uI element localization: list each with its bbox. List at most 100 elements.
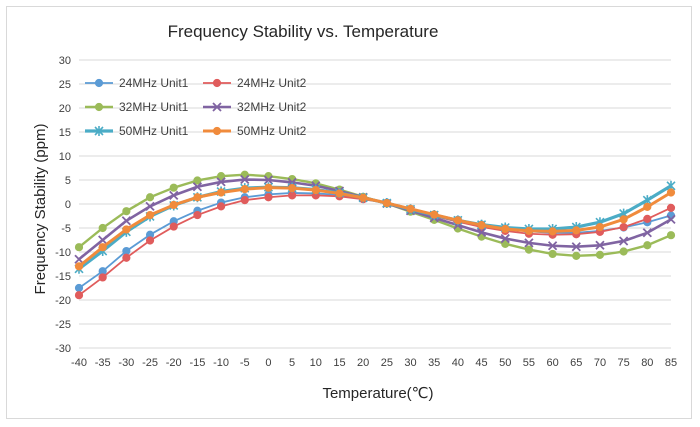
data-point	[216, 188, 226, 197]
legend-item: 24MHz Unit1	[85, 76, 189, 90]
y-tick-label: 0	[65, 199, 71, 211]
data-point	[94, 126, 104, 136]
data-point	[666, 188, 676, 197]
data-point	[145, 193, 155, 202]
series-50mhz-unit1	[74, 180, 676, 274]
x-tick-label: -25	[142, 357, 158, 369]
data-point	[98, 223, 107, 233]
y-tick-labels: 30 25 20 15 10 5 0 -5 -10 -15 -20 -25 -30	[55, 55, 71, 355]
y-tick-label: -15	[55, 271, 71, 283]
data-point	[122, 207, 131, 216]
series-line	[78, 173, 672, 258]
data-point	[288, 191, 297, 200]
data-point	[572, 251, 581, 260]
x-tick-label: -20	[166, 357, 182, 369]
legend-item: 50MHz Unit1	[85, 124, 189, 138]
legend-item: 32MHz Unit2	[203, 100, 307, 114]
x-tick-label: -15	[189, 357, 205, 369]
x-tick-label: 50	[499, 357, 511, 369]
legend-label: 24MHz Unit2	[237, 76, 307, 90]
y-tick-label: 30	[59, 55, 71, 67]
data-point	[595, 240, 605, 250]
y-tick-label: -30	[55, 343, 71, 355]
data-point	[500, 233, 510, 244]
x-tick-label: 60	[546, 357, 558, 369]
y-tick-label: 10	[59, 151, 71, 163]
y-tick-label: 25	[59, 79, 71, 91]
data-point	[666, 203, 676, 212]
legend-item: 50MHz Unit2	[203, 124, 307, 138]
legend-label: 32MHz Unit1	[119, 100, 189, 114]
data-point	[666, 214, 676, 224]
data-point	[122, 246, 131, 256]
data-point	[501, 239, 510, 248]
chart-title: Frequency Stability vs. Temperature	[168, 22, 439, 41]
data-point	[74, 243, 84, 252]
data-point	[619, 215, 628, 224]
series-32mhz-unit2	[74, 174, 676, 264]
legend-label: 32MHz Unit2	[237, 100, 307, 114]
data-point	[477, 221, 486, 230]
x-tick-label: 10	[310, 357, 322, 369]
x-tick-label: 75	[618, 357, 630, 369]
x-tick-label: 45	[475, 357, 487, 369]
legend-label: 24MHz Unit1	[119, 76, 189, 90]
data-point	[169, 190, 179, 200]
x-axis-title: Temperature(℃)	[322, 385, 433, 402]
data-point	[524, 226, 534, 235]
data-point	[642, 228, 652, 238]
data-point	[145, 201, 155, 212]
data-point	[359, 193, 368, 202]
data-point	[94, 78, 104, 88]
data-point	[311, 185, 320, 195]
data-point	[169, 200, 178, 210]
x-tick-label: 80	[641, 357, 653, 369]
data-point	[94, 102, 104, 112]
data-point	[145, 210, 155, 220]
y-tick-label: 20	[59, 103, 71, 115]
data-point	[571, 242, 581, 252]
data-point	[74, 262, 84, 271]
data-point	[212, 102, 222, 112]
x-tick-label: -5	[240, 357, 250, 369]
y-tick-label: 15	[59, 127, 71, 139]
data-point	[619, 236, 629, 246]
data-point	[216, 177, 226, 187]
data-point	[548, 227, 557, 236]
data-point	[240, 196, 249, 205]
x-tick-label: 70	[594, 357, 606, 369]
data-point	[122, 253, 131, 262]
series-line	[78, 178, 672, 261]
data-point	[666, 231, 676, 240]
data-point	[98, 273, 107, 282]
data-point	[216, 172, 226, 181]
data-point	[98, 235, 108, 245]
legend: 24MHz Unit1 24MHz Unit2 32MHz Unit1 32MHz U…	[85, 76, 307, 138]
x-tick-label: 25	[381, 357, 393, 369]
legend-item: 24MHz Unit2	[203, 76, 307, 90]
x-tick-label: -10	[213, 357, 229, 369]
x-tick-label: -30	[118, 357, 134, 369]
series-lines	[74, 170, 676, 300]
data-point	[169, 183, 178, 192]
y-axis-title: Frequency Stability (ppm)	[32, 124, 49, 295]
data-point	[572, 226, 581, 235]
y-tick-label: 5	[65, 175, 71, 187]
data-point	[240, 174, 250, 185]
y-tick-label: -5	[61, 223, 71, 235]
x-tick-label: 35	[428, 357, 440, 369]
data-point	[476, 227, 487, 237]
legend-label: 50MHz Unit1	[119, 124, 189, 138]
x-tick-label: 55	[523, 357, 535, 369]
x-tick-label: -35	[95, 357, 111, 369]
data-point	[193, 193, 202, 202]
data-point	[643, 202, 652, 211]
series-50mhz-unit2	[74, 183, 676, 271]
x-tick-label: 85	[665, 357, 677, 369]
legend-label: 50MHz Unit2	[237, 124, 307, 138]
data-point	[288, 184, 297, 193]
data-point	[406, 204, 415, 213]
data-point	[122, 225, 131, 234]
data-point	[335, 189, 344, 198]
